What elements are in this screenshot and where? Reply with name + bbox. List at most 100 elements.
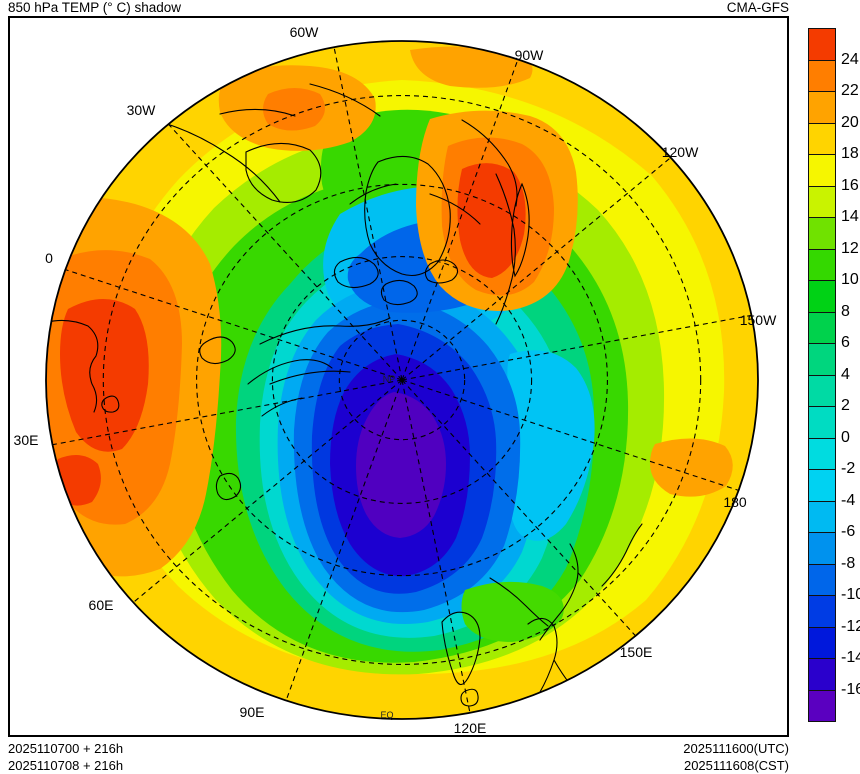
temperature-region (410, 46, 533, 88)
colorbar-tick-label: 14 (841, 208, 859, 225)
temperature-region (457, 163, 526, 278)
colorbar-cell (808, 374, 836, 407)
meridian-label-150w: 150W (739, 312, 777, 328)
coastline-path (364, 155, 451, 277)
coastline-path (601, 523, 643, 587)
colorbar-tick-label: 6 (841, 334, 850, 351)
colorbar-cell (808, 185, 836, 218)
footer-valid-utc: 2025111600(UTC) (683, 741, 789, 756)
coastline-path (349, 183, 481, 225)
temperature-region (507, 350, 595, 541)
coastline-path (461, 119, 518, 207)
colorbar-cell (808, 532, 836, 565)
footer-init-cst: 2025110708 + 216h (8, 758, 124, 773)
meridian-label-90w: 90W (514, 47, 544, 63)
equator-label: EQ (380, 710, 394, 720)
meridian-label-60w: 60W (289, 24, 319, 40)
colorbar-cell (808, 28, 836, 61)
coastlines (46, 83, 643, 719)
meridian-label-120w: 120W (661, 144, 699, 160)
temperature-field (46, 41, 758, 719)
coastline-path (441, 611, 481, 707)
coastline-path (489, 577, 549, 627)
latitude-ring (271, 256, 533, 504)
meridian-line (285, 379, 403, 701)
colorbar-cell (808, 658, 836, 691)
temperature-region (650, 438, 733, 497)
map-boundary-circle (45, 40, 759, 720)
meridian-label-30e: 30E (13, 432, 39, 448)
coastline-path (333, 256, 459, 306)
colorbar-cell (808, 280, 836, 313)
colorbar-cell (808, 469, 836, 502)
temperature-region (263, 88, 325, 131)
colorbar-tick-label: 18 (841, 145, 859, 162)
colorbar-tick-label: -4 (841, 491, 856, 509)
coastline-path (495, 173, 530, 325)
colorbar-cell (808, 563, 836, 596)
colorbar-tick-label: 16 (841, 176, 859, 194)
colorbar-cell (808, 217, 836, 250)
colorbar-tick-label: -12 (841, 617, 860, 635)
coastline-path (199, 336, 333, 417)
temperature-region (53, 455, 101, 506)
meridian-line (168, 123, 403, 381)
coastline-path (149, 83, 381, 203)
colorbar-tick-label: 10 (841, 271, 859, 288)
colorbar-cell (808, 595, 836, 628)
model-label: CMA-GFS (726, 0, 789, 15)
meridian-line (401, 59, 519, 381)
colorbar-cell (808, 626, 836, 659)
temperature-region (461, 581, 564, 642)
page-title: 850 hPa TEMP (° C) shadow (8, 0, 181, 15)
colorbar-tick-label: -6 (841, 523, 856, 540)
temperature-region (553, 677, 650, 716)
colorbar-tick-label: 20 (841, 113, 859, 131)
colorbar-cell (808, 91, 836, 124)
meridian-line (401, 157, 672, 381)
colorbar-cell (808, 122, 836, 155)
colorbar-cell (808, 343, 836, 376)
meridian-line (401, 379, 636, 637)
footer-init-utc: 2025110700 + 216h (8, 741, 124, 756)
colorbar-tick-label: -2 (841, 460, 856, 477)
temperature-region (356, 392, 446, 538)
colorbar-tick-label: -16 (841, 680, 860, 698)
colorbar-cell (808, 437, 836, 470)
temperature-colorbar: 24 22 20 18 16 14 12 10 8 6 4 2 0 -2 -4 -6 -8 -10 -12 -14 -1… (808, 28, 860, 728)
colorbar-cell (808, 689, 836, 722)
latitude-ring (338, 319, 466, 441)
map-frame: 60W 90W 30W 120W 0 150W 30E 180 60E 150E 90E 120E NP… (8, 16, 789, 737)
colorbar-tick-label: 4 (841, 365, 850, 383)
colorbar-cell (808, 500, 836, 533)
colorbar-tick-label: 2 (841, 397, 850, 414)
coastline-path (46, 319, 120, 413)
meridian-label-150e: 150E (619, 644, 653, 660)
meridian-line (401, 379, 471, 713)
colorbar-tick-label: -8 (841, 554, 856, 572)
latitude-ring (196, 183, 608, 577)
graticule (52, 47, 752, 713)
coastline-path (219, 108, 322, 203)
temperature-region (60, 299, 149, 452)
colorbar-tick-label: 12 (841, 239, 859, 257)
colorbar-cell (808, 406, 836, 439)
colorbar-tick-label: 22 (841, 82, 859, 99)
footer-valid-cst: 2025111608(CST) (683, 758, 789, 773)
colorbar-tick-label: 24 (841, 50, 859, 68)
coastline-path (539, 543, 579, 641)
colorbar-tick-label: -10 (841, 586, 860, 603)
colorbar-cell (808, 311, 836, 344)
meridian-label-120e: 120E (453, 720, 487, 736)
meridian-label-30w: 30W (126, 102, 156, 118)
meridian-label-0: 0 (45, 250, 53, 266)
polar-temperature-map (45, 40, 759, 720)
meridian-label-60e: 60E (88, 597, 114, 613)
colorbar-cell (808, 248, 836, 281)
meridian-label-90e: 90E (239, 704, 265, 720)
colorbar-tick-label: 8 (841, 302, 850, 320)
meridian-line (333, 47, 403, 381)
latitude-ring (102, 95, 702, 665)
north-pole-label: NP (382, 374, 396, 384)
